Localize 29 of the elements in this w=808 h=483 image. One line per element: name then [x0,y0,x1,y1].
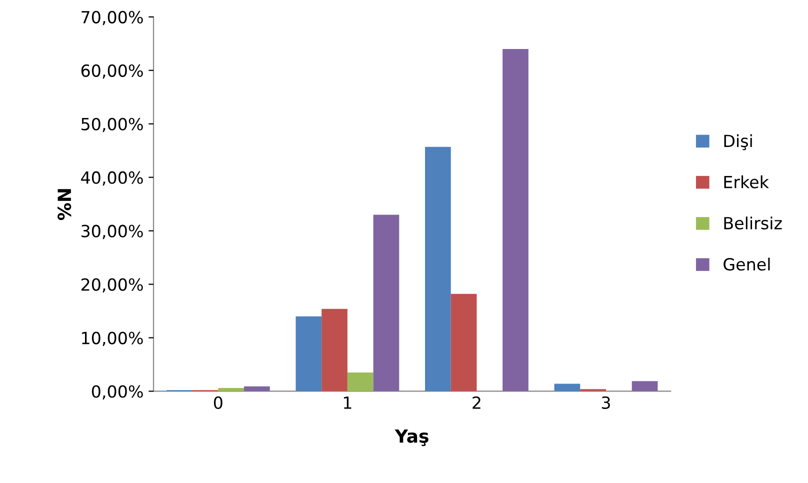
x-tick-label: 1 [344,396,352,409]
bar [244,386,270,392]
y-axis-title: %N [58,189,72,220]
x-tick-label: 0 [214,396,222,409]
legend-label: Belirsiz [724,216,782,230]
bar [296,316,322,392]
legend-label: Genel [724,258,770,271]
y-tick-label: 50,00% [82,118,143,132]
x-tick-label: 2 [472,396,480,409]
bar [425,146,451,392]
bar [322,308,348,392]
bar [347,372,374,392]
bar [502,48,528,392]
legend-label: Dişi [724,134,752,150]
y-tick-label: 20,00% [81,278,143,293]
y-tick-label: 30,00% [82,224,143,240]
y-tick-label: 0,00% [92,385,143,400]
y-tick-label: 10,00% [82,332,143,346]
bar [632,381,658,392]
x-axis-title: Yaş [394,429,428,446]
bar [373,214,400,392]
legend-label: Erkek [724,175,769,188]
x-tick-label: 3 [602,396,610,409]
bar [554,384,580,392]
y-tick-label: 60,00% [81,64,143,79]
y-tick-label: 70,00% [82,10,143,26]
bar [218,388,244,392]
y-tick-label: 40,00% [81,171,143,186]
bar [450,294,477,392]
